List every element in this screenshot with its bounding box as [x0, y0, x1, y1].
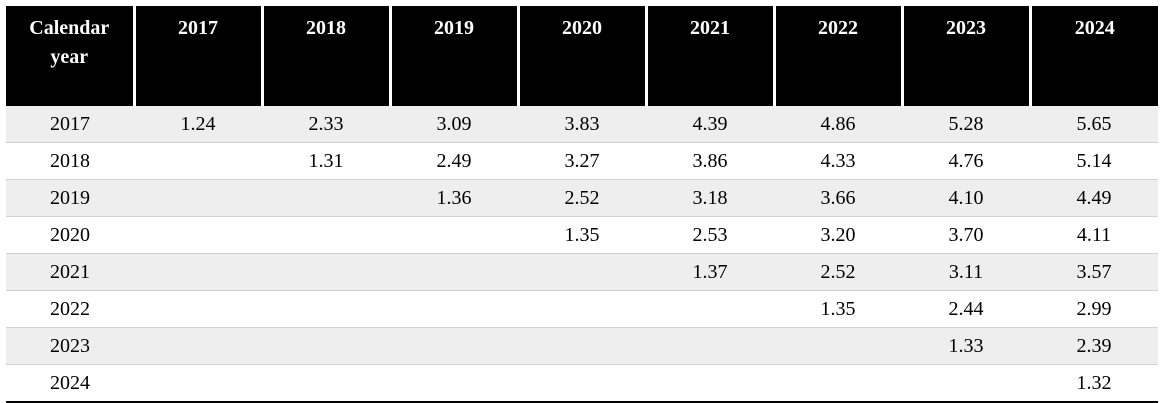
table-row: 2019 1.36 2.52 3.18 3.66 4.10 4.49 — [6, 179, 1158, 217]
table-cell: 1.33 — [902, 327, 1030, 365]
table-cell: 2.39 — [1030, 327, 1158, 365]
table-cell — [262, 290, 390, 328]
table-cell: 2.99 — [1030, 290, 1158, 328]
table-cell — [262, 253, 390, 291]
table-cell: 4.10 — [902, 179, 1030, 217]
table-cell — [774, 364, 902, 403]
table-row: 2024 1.32 — [6, 364, 1158, 403]
table-row: 2022 1.35 2.44 2.99 — [6, 290, 1158, 328]
table-cell — [774, 327, 902, 365]
table-cell: 4.39 — [646, 106, 774, 143]
row-year: 2019 — [6, 179, 134, 217]
table-body: 2017 1.24 2.33 3.09 3.83 4.39 4.86 5.28 … — [6, 106, 1158, 403]
table-cell — [390, 364, 518, 403]
header-col-2017: 2017 — [132, 6, 262, 106]
header-col-2018: 2018 — [260, 6, 390, 106]
table-cell: 2.44 — [902, 290, 1030, 328]
row-year: 2024 — [6, 364, 134, 403]
table-cell: 4.49 — [1030, 179, 1158, 217]
table-cell: 4.76 — [902, 142, 1030, 180]
table-cell: 2.53 — [646, 216, 774, 254]
table-cell — [134, 290, 262, 328]
table-cell — [646, 364, 774, 403]
table-cell — [134, 216, 262, 254]
table-cell — [390, 327, 518, 365]
table-cell — [134, 142, 262, 180]
table-cell: 2.52 — [518, 179, 646, 217]
table-row: 2020 1.35 2.53 3.20 3.70 4.11 — [6, 216, 1158, 254]
table-row: 2017 1.24 2.33 3.09 3.83 4.39 4.86 5.28 … — [6, 106, 1158, 143]
table-cell: 2.33 — [262, 106, 390, 143]
table-cell: 3.66 — [774, 179, 902, 217]
table-cell — [518, 327, 646, 365]
table-cell: 1.35 — [774, 290, 902, 328]
header-col-2019: 2019 — [388, 6, 518, 106]
header-col-2023: 2023 — [900, 6, 1030, 106]
table-cell: 3.18 — [646, 179, 774, 217]
table-cell — [646, 327, 774, 365]
table-cell: 5.14 — [1030, 142, 1158, 180]
table-cell — [134, 364, 262, 403]
table-cell — [134, 179, 262, 217]
table-cell: 1.24 — [134, 106, 262, 143]
table-cell — [518, 290, 646, 328]
table-cell: 4.33 — [774, 142, 902, 180]
table-cell — [262, 327, 390, 365]
row-year: 2023 — [6, 327, 134, 365]
data-table: Calendar year 2017 2018 2019 2020 2021 2… — [6, 6, 1158, 403]
table-cell — [262, 179, 390, 217]
table-row: 2021 1.37 2.52 3.11 3.57 — [6, 253, 1158, 291]
table-cell — [518, 253, 646, 291]
table-row: 2023 1.33 2.39 — [6, 327, 1158, 365]
table-cell: 3.83 — [518, 106, 646, 143]
table-cell — [902, 364, 1030, 403]
table-cell: 3.86 — [646, 142, 774, 180]
row-year: 2017 — [6, 106, 134, 143]
row-year: 2021 — [6, 253, 134, 291]
table-cell: 1.35 — [518, 216, 646, 254]
table-cell: 4.11 — [1030, 216, 1158, 254]
row-year: 2018 — [6, 142, 134, 180]
table-cell — [518, 364, 646, 403]
table-cell — [390, 290, 518, 328]
table-cell — [262, 216, 390, 254]
row-year: 2022 — [6, 290, 134, 328]
table-cell: 3.70 — [902, 216, 1030, 254]
table-cell — [390, 216, 518, 254]
table-cell: 3.27 — [518, 142, 646, 180]
table-cell: 2.49 — [390, 142, 518, 180]
table-cell: 3.09 — [390, 106, 518, 143]
table-cell — [390, 253, 518, 291]
table-cell — [134, 253, 262, 291]
table-cell: 1.31 — [262, 142, 390, 180]
table-cell: 3.11 — [902, 253, 1030, 291]
header-col-2022: 2022 — [772, 6, 902, 106]
table-cell — [646, 290, 774, 328]
table-row: 2018 1.31 2.49 3.27 3.86 4.33 4.76 5.14 — [6, 142, 1158, 180]
header-col-2024: 2024 — [1028, 6, 1158, 106]
header-col-2021: 2021 — [644, 6, 774, 106]
header-calendar-year: Calendar year — [6, 6, 134, 106]
header-col-2020: 2020 — [516, 6, 646, 106]
table-cell: 1.32 — [1030, 364, 1158, 403]
table-cell — [134, 327, 262, 365]
table-cell: 2.52 — [774, 253, 902, 291]
table-cell: 3.57 — [1030, 253, 1158, 291]
row-year: 2020 — [6, 216, 134, 254]
table-container: Calendar year 2017 2018 2019 2020 2021 2… — [6, 6, 1158, 403]
table-header: Calendar year 2017 2018 2019 2020 2021 2… — [6, 6, 1158, 106]
table-cell: 4.86 — [774, 106, 902, 143]
table-cell: 1.36 — [390, 179, 518, 217]
table-cell — [262, 364, 390, 403]
table-cell: 5.65 — [1030, 106, 1158, 143]
table-cell: 1.37 — [646, 253, 774, 291]
header-row: Calendar year 2017 2018 2019 2020 2021 2… — [6, 6, 1158, 106]
table-cell: 5.28 — [902, 106, 1030, 143]
table-cell: 3.20 — [774, 216, 902, 254]
